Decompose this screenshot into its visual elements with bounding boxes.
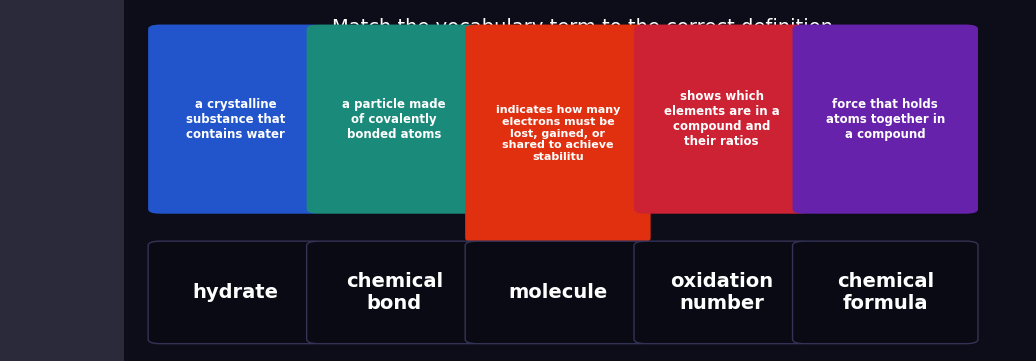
Text: a particle made
of covalently
bonded atoms: a particle made of covalently bonded ato…	[342, 97, 447, 141]
Text: chemical
bond: chemical bond	[346, 272, 442, 313]
FancyBboxPatch shape	[793, 25, 978, 214]
Text: chemical
formula: chemical formula	[837, 272, 933, 313]
Text: Match the vocabulary term to the correct definition.: Match the vocabulary term to the correct…	[332, 18, 839, 37]
Text: force that holds
atoms together in
a compound: force that holds atoms together in a com…	[826, 97, 945, 141]
Text: hydrate: hydrate	[193, 283, 279, 302]
Bar	[0, 0, 124, 361]
FancyBboxPatch shape	[148, 241, 323, 344]
FancyBboxPatch shape	[634, 25, 809, 214]
FancyBboxPatch shape	[465, 241, 651, 344]
Text: a crystalline
substance that
contains water: a crystalline substance that contains wa…	[186, 97, 285, 141]
FancyBboxPatch shape	[148, 25, 323, 214]
Text: oxidation
number: oxidation number	[670, 272, 773, 313]
FancyBboxPatch shape	[634, 241, 809, 344]
Text: indicates how many
electrons must be
lost, gained, or
shared to achieve
stabilit: indicates how many electrons must be los…	[495, 105, 621, 162]
FancyBboxPatch shape	[465, 25, 651, 243]
Text: molecule: molecule	[509, 283, 607, 302]
FancyBboxPatch shape	[793, 241, 978, 344]
FancyBboxPatch shape	[307, 25, 482, 214]
Text: shows which
elements are in a
compound and
their ratios: shows which elements are in a compound a…	[664, 90, 779, 148]
FancyBboxPatch shape	[307, 241, 482, 344]
